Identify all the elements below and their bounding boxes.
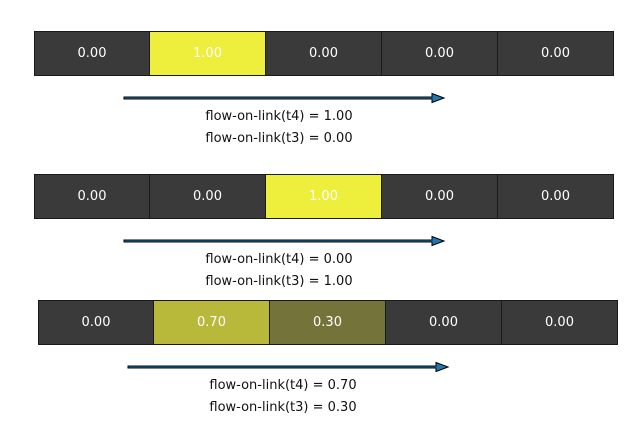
flow-t3-text: flow-on-link(t3) = 1.00 (205, 274, 353, 289)
caption-1: flow-on-link(t4) = 1.00 flow-on-link(t3)… (129, 106, 429, 150)
link-cell: 0.30 (270, 300, 386, 345)
link-cell: 0.00 (34, 31, 150, 76)
link-row-2: 0.00 0.00 1.00 0.00 0.00 (34, 174, 614, 219)
caption-3: flow-on-link(t4) = 0.70 flow-on-link(t3)… (133, 375, 433, 419)
direction-arrow-2 (123, 235, 446, 247)
flow-t4-text: flow-on-link(t4) = 0.00 (205, 252, 353, 267)
flow-t4-text: flow-on-link(t4) = 1.00 (205, 109, 353, 124)
link-cell: 0.00 (502, 300, 618, 345)
link-cell: 0.00 (382, 31, 498, 76)
link-cell: 0.00 (498, 31, 614, 76)
link-cell: 0.70 (154, 300, 270, 345)
link-cell: 1.00 (150, 31, 266, 76)
link-cell: 0.00 (386, 300, 502, 345)
link-cell: 0.00 (38, 300, 154, 345)
link-cell: 0.00 (150, 174, 266, 219)
link-row-1: 0.00 1.00 0.00 0.00 0.00 (34, 31, 614, 76)
link-cell: 0.00 (498, 174, 614, 219)
direction-arrow-1 (123, 92, 446, 104)
link-cell: 0.00 (266, 31, 382, 76)
link-cell: 0.00 (382, 174, 498, 219)
link-row-3: 0.00 0.70 0.30 0.00 0.00 (38, 300, 618, 345)
flow-t3-text: flow-on-link(t3) = 0.30 (209, 400, 357, 415)
flow-t3-text: flow-on-link(t3) = 0.00 (205, 131, 353, 146)
caption-2: flow-on-link(t4) = 0.00 flow-on-link(t3)… (129, 249, 429, 293)
direction-arrow-3 (127, 361, 450, 373)
flow-t4-text: flow-on-link(t4) = 0.70 (209, 378, 357, 393)
link-cell: 0.00 (34, 174, 150, 219)
link-cell: 1.00 (266, 174, 382, 219)
